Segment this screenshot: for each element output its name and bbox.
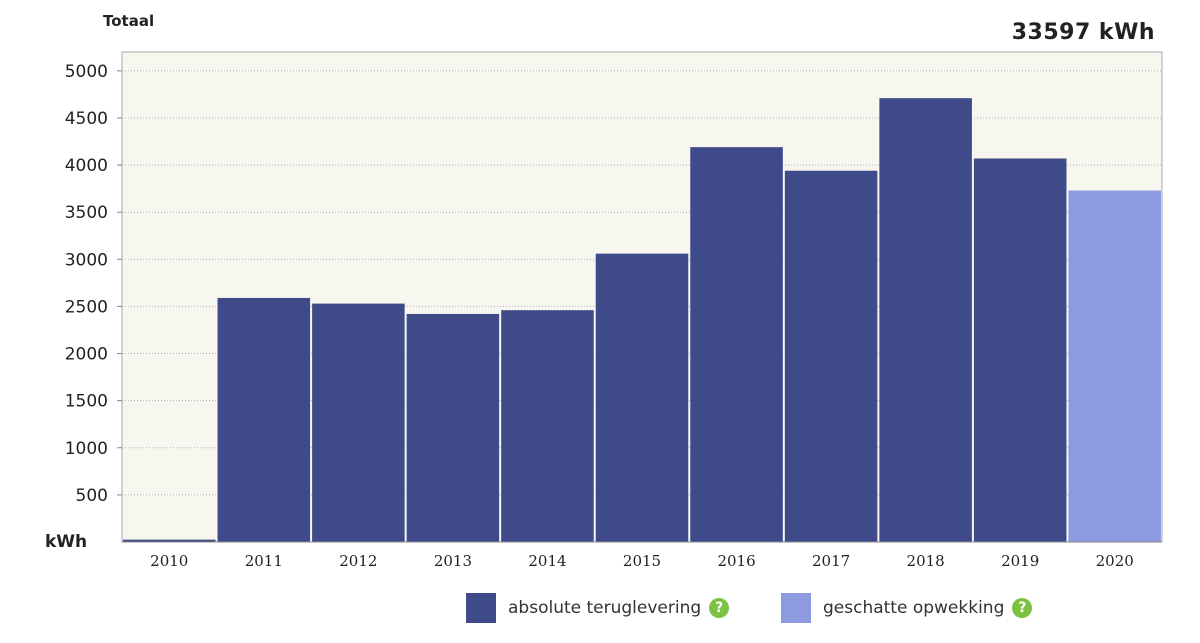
- y-tick-label: 3500: [65, 203, 108, 223]
- y-tick-label: 2000: [65, 345, 108, 365]
- bar-chart: 500 1000 1500 2000 2500 3000 3500 4000 4500 5000 2…: [65, 51, 1163, 570]
- legend-swatch: [466, 593, 496, 623]
- bar-2013: [406, 313, 500, 542]
- y-tick-label: 5000: [65, 62, 108, 82]
- x-tick-label: 2016: [717, 552, 755, 570]
- help-icon[interactable]: ?: [1012, 598, 1033, 618]
- y-tick-label: 500: [76, 486, 108, 506]
- y-tick-label: 4000: [65, 156, 108, 176]
- bar-2020: [1068, 190, 1161, 542]
- legend-label: geschatte opwekking: [823, 598, 1005, 618]
- legend-label: absolute teruglevering: [508, 598, 702, 618]
- y-tick-label: 3000: [65, 250, 108, 270]
- bar-2010: [123, 539, 216, 542]
- chart-title: Totaal: [103, 12, 155, 30]
- y-tick-label: 2500: [65, 297, 108, 317]
- x-tick-label: 2018: [907, 552, 945, 570]
- x-tick-label: 2014: [528, 552, 566, 570]
- x-tick-label: 2019: [1001, 552, 1039, 570]
- bar-2012: [312, 303, 405, 542]
- x-tick-label: 2012: [339, 552, 377, 570]
- x-tick-label: 2017: [812, 552, 850, 570]
- y-axis-unit-label: kWh: [45, 532, 88, 552]
- help-icon[interactable]: ?: [709, 598, 730, 618]
- bar-2018: [879, 98, 972, 542]
- bar-2015: [595, 253, 689, 542]
- legend-swatch: [781, 593, 811, 623]
- legend-item-absolute-teruglevering: absolute teruglevering ?: [466, 592, 730, 624]
- y-tick-label: 4500: [65, 109, 108, 129]
- bar-2019: [973, 158, 1067, 542]
- x-tick-label: 2010: [150, 552, 188, 570]
- x-tick-label: 2013: [434, 552, 472, 570]
- x-tick-label: 2020: [1096, 552, 1134, 570]
- bar-2017: [784, 170, 878, 542]
- y-tick-label: 1000: [65, 439, 108, 459]
- total-value: 33597 kWh: [1011, 20, 1155, 45]
- y-tick-label: 1500: [65, 392, 108, 412]
- bar-2011: [217, 297, 311, 542]
- bar-2014: [501, 310, 594, 542]
- x-tick-label: 2015: [623, 552, 661, 570]
- bar-2016: [690, 147, 783, 542]
- x-tick-label: 2011: [245, 552, 283, 570]
- legend-item-geschatte-opwekking: geschatte opwekking ?: [781, 592, 1033, 624]
